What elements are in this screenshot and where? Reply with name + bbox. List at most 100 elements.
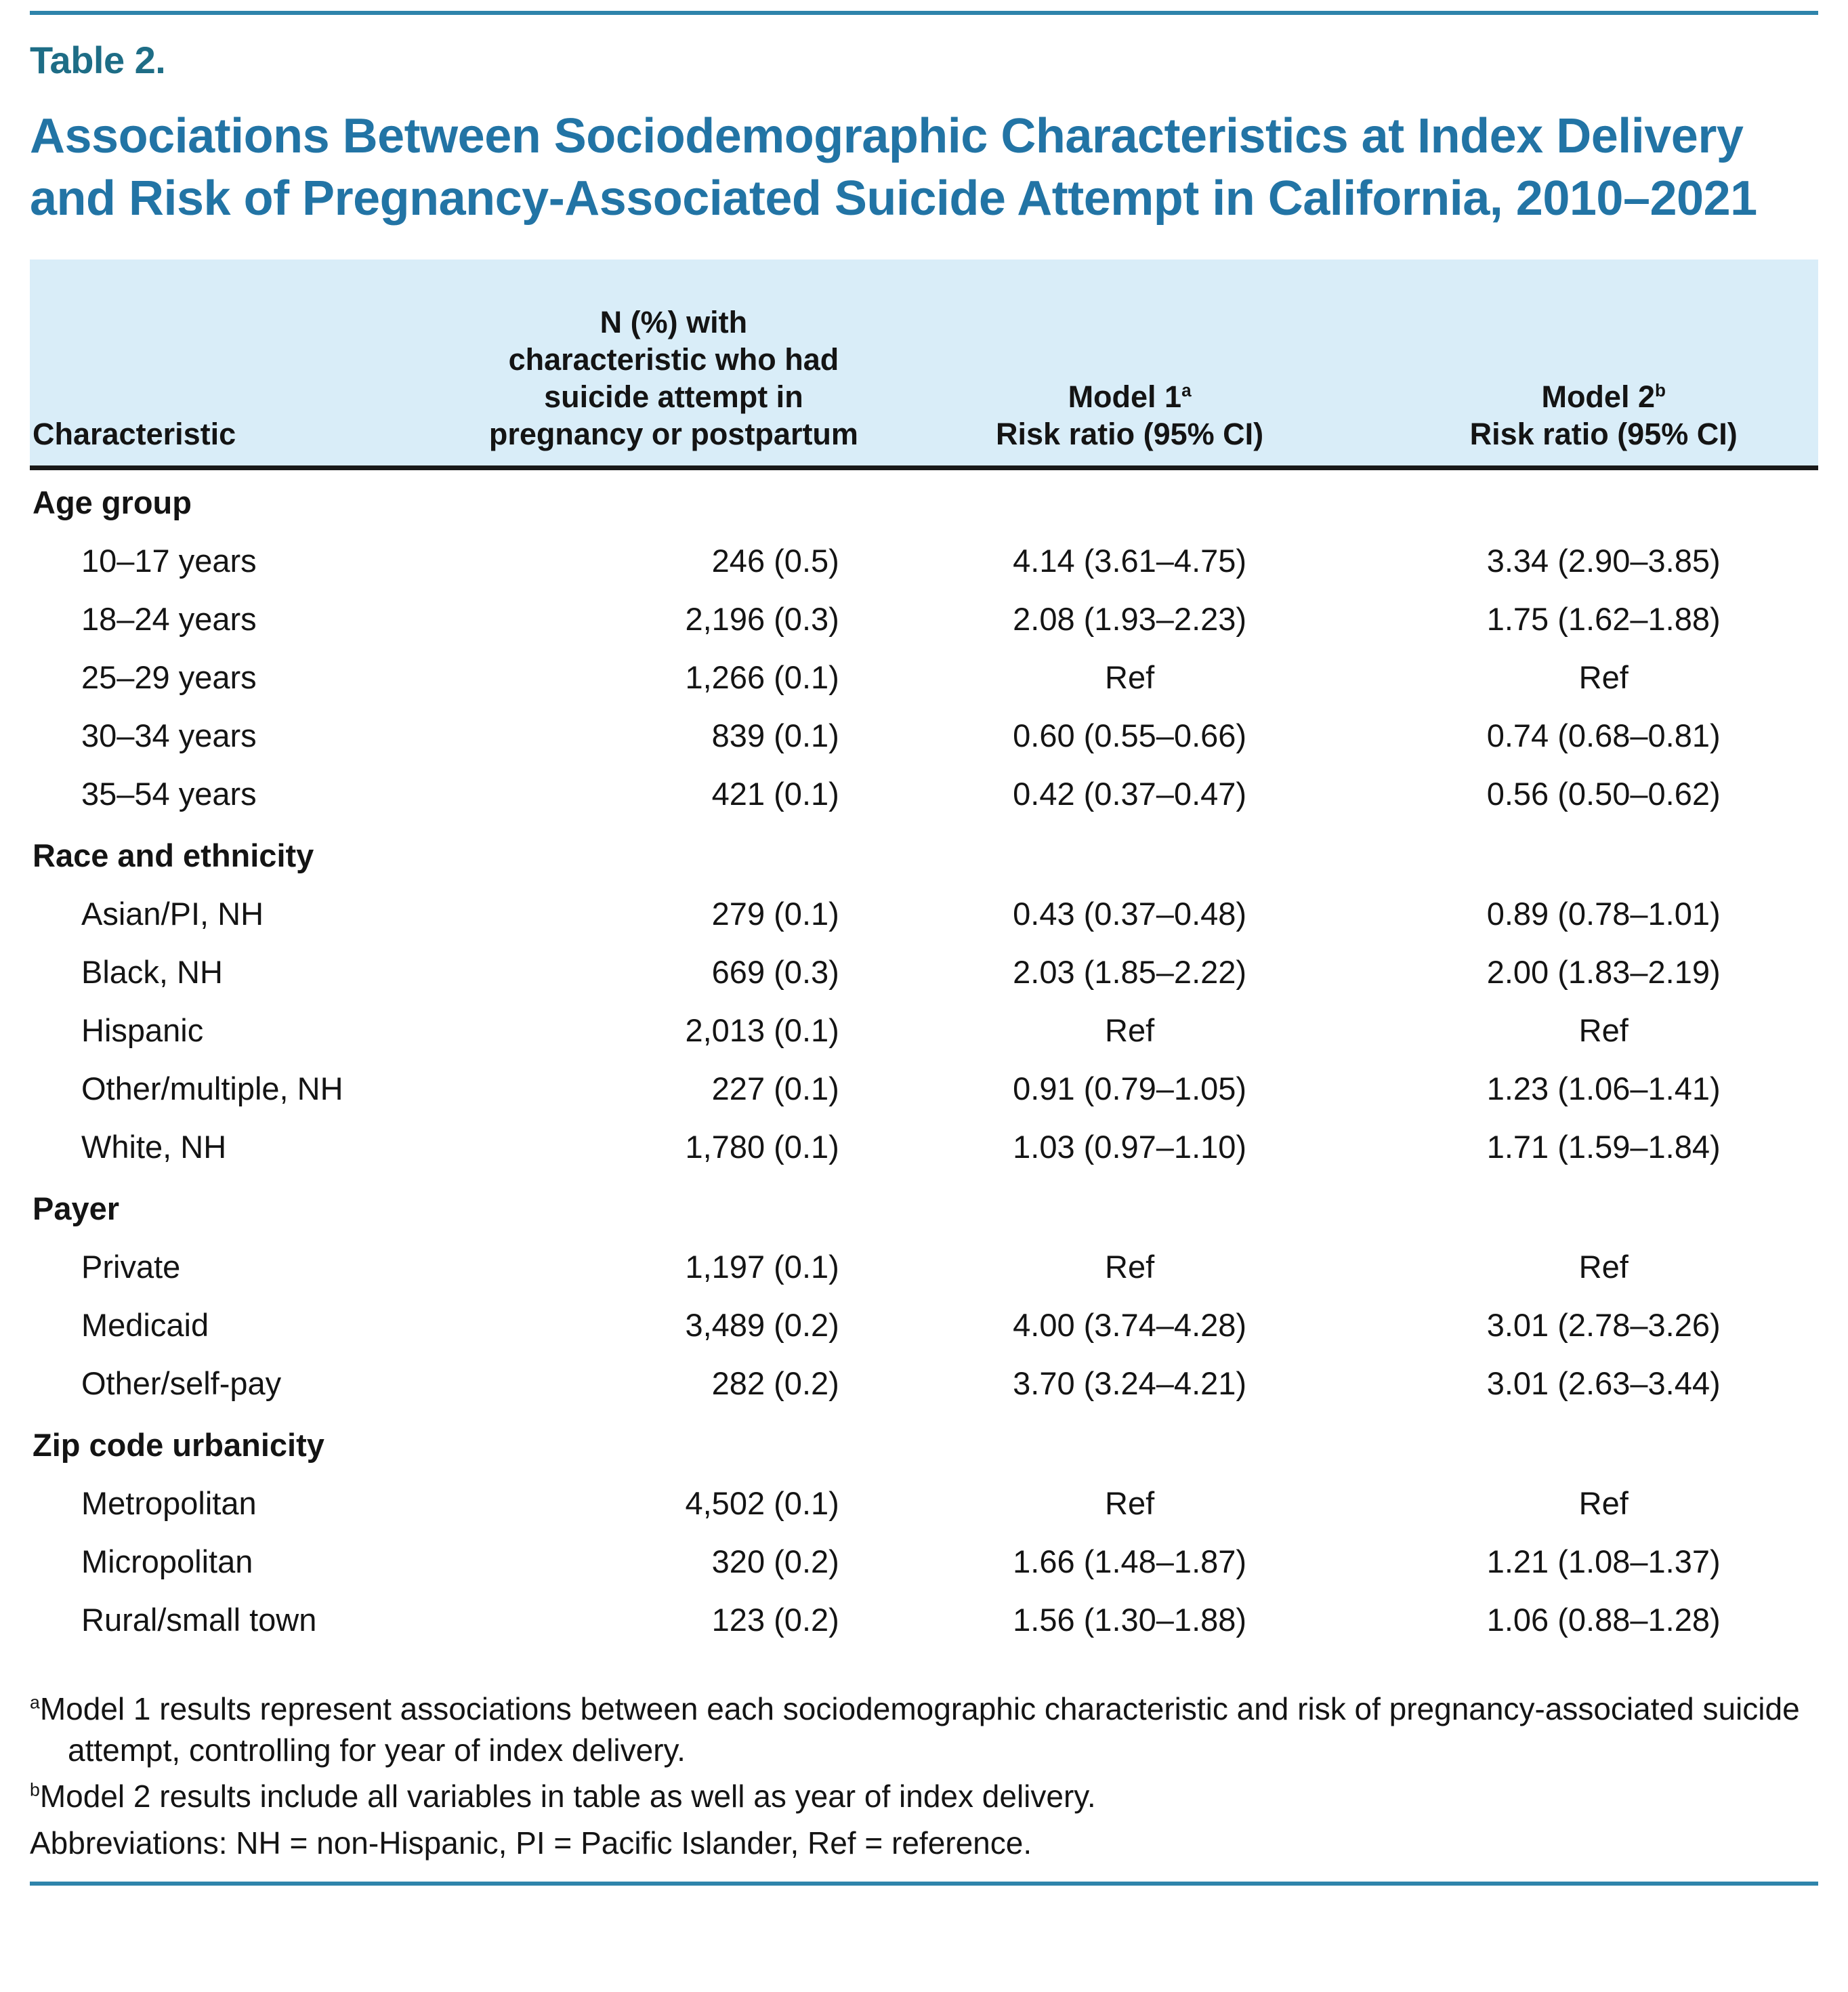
table-row: Medicaid 3,489 (0.2) 4.00 (3.74–4.28) 3.01 … <box>30 1296 1818 1354</box>
row-model2-value: 1.06 (0.88–1.28) <box>1486 1601 1721 1638</box>
row-label: Medicaid <box>81 1306 209 1343</box>
data-table: Characteristic N (%) with characteristic… <box>30 260 1818 1649</box>
table-row: Metropolitan 4,502 (0.1) Ref Ref <box>30 1474 1818 1533</box>
row-model1-value: Ref <box>1105 1248 1155 1285</box>
row-label: Micropolitan <box>81 1543 253 1579</box>
row-n-value: 282 (0.2) <box>711 1365 839 1401</box>
row-model2-value: Ref <box>1578 659 1629 695</box>
section-header-row: Zip code urbanicity <box>30 1413 1818 1474</box>
footnote-marker-a: a <box>30 1692 40 1713</box>
row-label: Black, NH <box>81 953 223 990</box>
bottom-divider <box>30 1881 1818 1886</box>
row-model1-value: Ref <box>1105 1485 1155 1521</box>
row-label: Hispanic <box>81 1012 204 1048</box>
table-row: Micropolitan 320 (0.2) 1.66 (1.48–1.87) 1.2… <box>30 1533 1818 1591</box>
table-header: Characteristic N (%) with characteristic… <box>30 260 1818 470</box>
table-row: 35–54 years 421 (0.1) 0.42 (0.37–0.47) 0.56… <box>30 765 1818 823</box>
row-n-value: 1,780 (0.1) <box>685 1128 839 1165</box>
model1-title: Model 1a <box>876 379 1384 416</box>
footnote-text: Abbreviations: NH = non-Hispanic, PI = P… <box>30 1825 1032 1861</box>
row-model1-value: 0.60 (0.55–0.66) <box>1013 717 1247 753</box>
row-model2-value: 0.74 (0.68–0.81) <box>1486 717 1721 753</box>
row-n-value: 279 (0.1) <box>711 895 839 932</box>
table-row: Hispanic 2,013 (0.1) Ref Ref <box>30 1001 1818 1060</box>
row-model2-value: 1.21 (1.08–1.37) <box>1486 1543 1721 1579</box>
table-label: Table 2. <box>30 39 166 81</box>
row-label: Other/self-pay <box>81 1365 282 1401</box>
table-title: Associations Between Sociodemographic Ch… <box>30 109 1757 226</box>
column-header-model1: Model 1a Risk ratio (95% CI) <box>870 260 1389 470</box>
row-label: 35–54 years <box>81 775 257 812</box>
row-model1-value: 2.08 (1.93–2.23) <box>1013 600 1247 637</box>
row-model2-value: 0.56 (0.50–0.62) <box>1486 775 1721 812</box>
row-model1-value: 0.91 (0.79–1.05) <box>1013 1070 1247 1106</box>
row-model1-value: 3.70 (3.24–4.21) <box>1013 1365 1247 1401</box>
row-model2-value: 3.01 (2.63–3.44) <box>1486 1365 1721 1401</box>
section-header-row: Payer <box>30 1176 1818 1238</box>
table-row: Rural/small town 123 (0.2) 1.56 (1.30–1.88… <box>30 1591 1818 1649</box>
row-label: Metropolitan <box>81 1485 257 1521</box>
table-row: Other/self-pay 282 (0.2) 3.70 (3.24–4.21) 3… <box>30 1354 1818 1413</box>
row-label: Rural/small town <box>81 1601 317 1638</box>
row-label: 25–29 years <box>81 659 257 695</box>
table-row: Private 1,197 (0.1) Ref Ref <box>30 1238 1818 1296</box>
header-row: Characteristic N (%) with characteristic… <box>30 260 1818 470</box>
row-model2-value: 1.23 (1.06–1.41) <box>1486 1070 1721 1106</box>
footnotes: aModel 1 results represent associations … <box>30 1688 1818 1864</box>
row-n-value: 246 (0.5) <box>711 542 839 579</box>
model2-label: Model 2 <box>1541 379 1655 415</box>
row-n-value: 3,489 (0.2) <box>685 1306 839 1343</box>
footnote-text: Model 2 results include all variables in… <box>39 1779 1096 1814</box>
row-label: Private <box>81 1248 181 1285</box>
column-header-model2: Model 2b Risk ratio (95% CI) <box>1389 260 1818 470</box>
row-model1-value: 0.42 (0.37–0.47) <box>1013 775 1247 812</box>
row-model1-value: 4.14 (3.61–4.75) <box>1013 542 1247 579</box>
section-header-race-ethnicity: Race and ethnicity <box>33 837 314 873</box>
section-header-row: Age group <box>30 468 1818 532</box>
table-body: Age group 10–17 years 246 (0.5) 4.14 (3.61… <box>30 468 1818 1649</box>
row-n-value: 1,197 (0.1) <box>685 1248 839 1285</box>
row-model2-value: 3.34 (2.90–3.85) <box>1486 542 1721 579</box>
row-n-value: 839 (0.1) <box>711 717 839 753</box>
model1-label: Model 1 <box>1068 379 1182 415</box>
row-model2-value: Ref <box>1578 1248 1629 1285</box>
footnote-model2: bModel 2 results include all variables i… <box>30 1776 1818 1817</box>
row-n-value: 123 (0.2) <box>711 1601 839 1638</box>
footnote-model1: aModel 1 results represent associations … <box>30 1688 1818 1770</box>
model2-risk-ratio-label: Risk ratio (95% CI) <box>1469 416 1738 451</box>
row-n-value: 4,502 (0.1) <box>685 1485 839 1521</box>
row-model2-value: 1.71 (1.59–1.84) <box>1486 1128 1721 1165</box>
table-row: 30–34 years 839 (0.1) 0.60 (0.55–0.66) 0.74… <box>30 707 1818 765</box>
row-label: Other/multiple, NH <box>81 1070 343 1106</box>
row-model2-value: Ref <box>1578 1485 1629 1521</box>
table-row: White, NH 1,780 (0.1) 1.03 (0.97–1.10) 1.71… <box>30 1118 1818 1176</box>
section-header-age-group: Age group <box>33 484 192 520</box>
section-header-payer: Payer <box>33 1190 120 1226</box>
model1-footnote-marker: a <box>1181 380 1192 401</box>
row-n-value: 320 (0.2) <box>711 1543 839 1579</box>
row-label: 30–34 years <box>81 717 257 753</box>
row-label: 10–17 years <box>81 542 257 579</box>
footnote-text: Model 1 results represent associations b… <box>39 1690 1800 1768</box>
table-row: Other/multiple, NH 227 (0.1) 0.91 (0.79–1.… <box>30 1060 1818 1118</box>
table-row: 25–29 years 1,266 (0.1) Ref Ref <box>30 648 1818 707</box>
row-model1-value: 4.00 (3.74–4.28) <box>1013 1306 1247 1343</box>
row-model2-value: 1.75 (1.62–1.88) <box>1486 600 1721 637</box>
row-n-value: 2,013 (0.1) <box>685 1012 839 1048</box>
row-label: 18–24 years <box>81 600 257 637</box>
row-n-value: 2,196 (0.3) <box>685 600 839 637</box>
row-model1-value: 1.03 (0.97–1.10) <box>1013 1128 1247 1165</box>
column-header-characteristic: Characteristic <box>30 260 477 470</box>
section-header-zip-urbanicity: Zip code urbanicity <box>33 1426 324 1463</box>
table-row: Black, NH 669 (0.3) 2.03 (1.85–2.22) 2.00 (… <box>30 943 1818 1001</box>
top-divider <box>30 11 1818 15</box>
row-model2-value: Ref <box>1578 1012 1629 1048</box>
abbreviations-note: Abbreviations: NH = non-Hispanic, PI = P… <box>30 1823 1818 1864</box>
table-row: Asian/PI, NH 279 (0.1) 0.43 (0.37–0.48) 0.8… <box>30 885 1818 943</box>
table-row: 18–24 years 2,196 (0.3) 2.08 (1.93–2.23) 1.… <box>30 590 1818 648</box>
model1-risk-ratio-label: Risk ratio (95% CI) <box>996 416 1264 451</box>
model2-footnote-marker: b <box>1654 380 1666 401</box>
row-model1-value: 2.03 (1.85–2.22) <box>1013 953 1247 990</box>
section-header-row: Race and ethnicity <box>30 823 1818 885</box>
